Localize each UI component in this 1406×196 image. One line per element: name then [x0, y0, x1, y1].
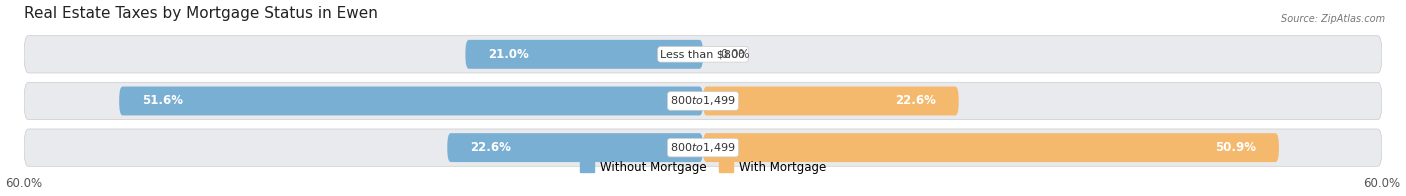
FancyBboxPatch shape: [24, 82, 1382, 120]
Text: Real Estate Taxes by Mortgage Status in Ewen: Real Estate Taxes by Mortgage Status in …: [24, 5, 378, 21]
FancyBboxPatch shape: [703, 86, 959, 115]
Text: $800 to $1,499: $800 to $1,499: [671, 94, 735, 107]
Text: 51.6%: 51.6%: [142, 94, 183, 107]
Text: 21.0%: 21.0%: [488, 48, 529, 61]
FancyBboxPatch shape: [447, 133, 703, 162]
Text: 0.0%: 0.0%: [720, 48, 749, 61]
FancyBboxPatch shape: [24, 36, 1382, 73]
Legend: Without Mortgage, With Mortgage: Without Mortgage, With Mortgage: [575, 156, 831, 179]
Text: $800 to $1,499: $800 to $1,499: [671, 141, 735, 154]
Text: 50.9%: 50.9%: [1215, 141, 1257, 154]
FancyBboxPatch shape: [24, 129, 1382, 166]
FancyBboxPatch shape: [465, 40, 703, 69]
Text: Source: ZipAtlas.com: Source: ZipAtlas.com: [1281, 14, 1385, 24]
Text: 22.6%: 22.6%: [896, 94, 936, 107]
Text: Less than $800: Less than $800: [661, 49, 745, 59]
Text: 22.6%: 22.6%: [470, 141, 510, 154]
FancyBboxPatch shape: [120, 86, 703, 115]
FancyBboxPatch shape: [703, 133, 1279, 162]
